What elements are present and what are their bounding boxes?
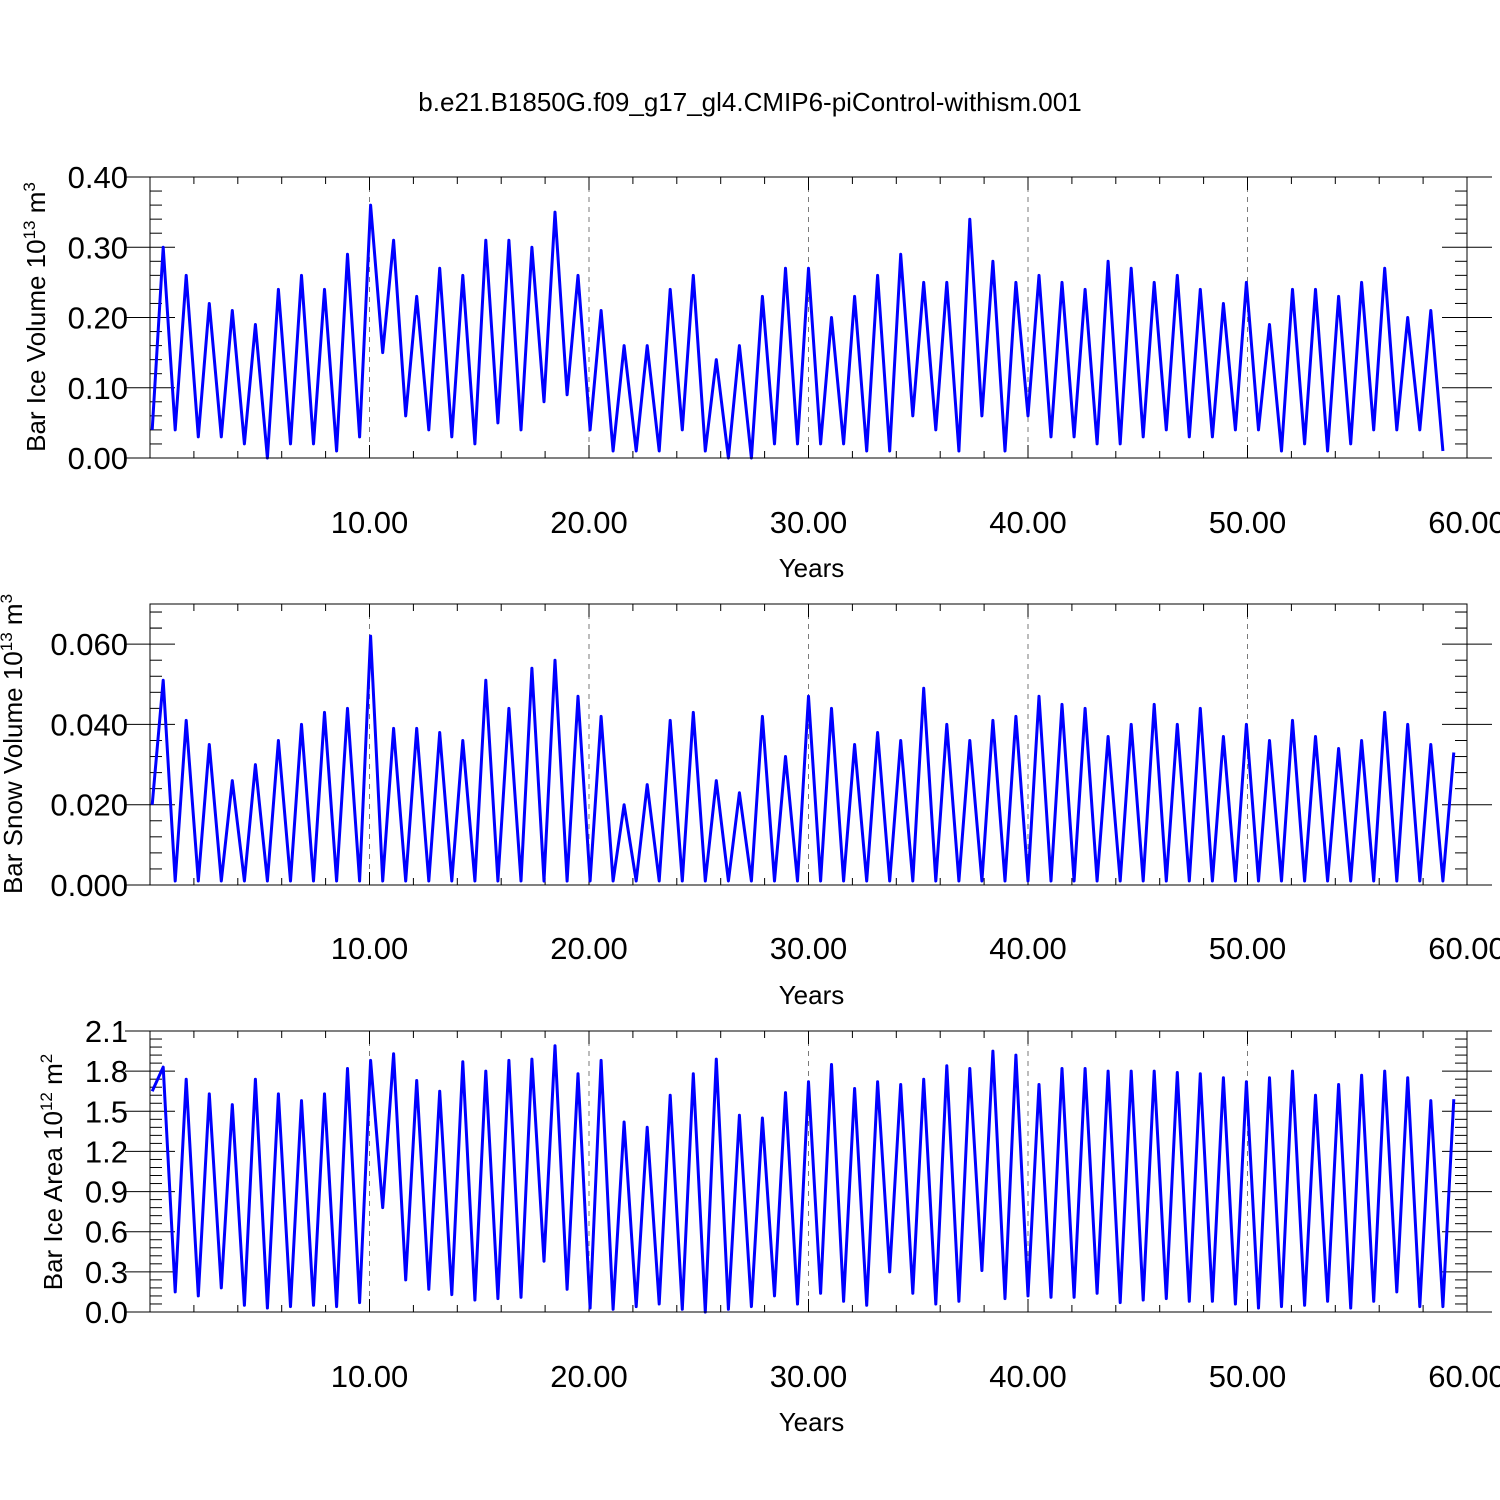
x-tick-label: 20.00 <box>550 931 628 966</box>
y-tick-label: 0.10 <box>68 371 128 406</box>
y-tick-label: 0.9 <box>85 1175 128 1210</box>
ice-volume-panel: 10.00 20.00 30.00 40.00 50.00 60.00 0.00 0.10 0.… <box>20 160 1500 583</box>
y-axis-title: Bar Snow Volume 1013 m3 <box>0 594 28 894</box>
series-line <box>150 1044 1456 1314</box>
x-axis-title: Years <box>779 1407 845 1437</box>
y-tick-label: 2.1 <box>85 1014 128 1049</box>
plot-frame <box>149 176 1468 459</box>
y-tick-label: 0.040 <box>50 707 128 742</box>
series-line <box>150 634 1456 883</box>
x-tick-label: 20.00 <box>550 505 628 540</box>
x-tick-label: 40.00 <box>989 1359 1067 1394</box>
x-tick-label: 40.00 <box>989 505 1067 540</box>
y-tick-label: 1.8 <box>85 1054 128 1089</box>
x-tick-label: 10.00 <box>331 931 409 966</box>
y-tick-label: 0.3 <box>85 1255 128 1290</box>
x-tick-label: 50.00 <box>1209 505 1287 540</box>
series-line <box>150 203 1445 460</box>
x-axis-title: Years <box>779 980 845 1010</box>
y-axis-title: Bar Ice Volume 1013 m3 <box>20 182 51 452</box>
x-tick-label: 10.00 <box>331 1359 409 1394</box>
x-tick-label: 10.00 <box>331 505 409 540</box>
plot-frame <box>149 1030 1468 1313</box>
x-tick-label: 30.00 <box>770 505 848 540</box>
y-tick-label: 0.30 <box>68 230 128 265</box>
x-tick-label: 60.00 <box>1428 931 1500 966</box>
x-axis-title: Years <box>779 553 845 583</box>
y-tick-label: 0.0 <box>85 1295 128 1330</box>
plot-frame <box>149 603 1468 886</box>
y-tick-label: 0.40 <box>68 160 128 195</box>
y-tick-label: 1.2 <box>85 1134 128 1169</box>
y-tick-label: 0.00 <box>68 441 128 476</box>
snow-volume-panel: 10.00 20.00 30.00 40.00 50.00 60.00 0.000 0.020… <box>0 594 1500 1010</box>
x-tick-label: 30.00 <box>770 931 848 966</box>
y-tick-label: 1.5 <box>85 1094 128 1129</box>
y-axis-title: Bar Ice Area 1012 m2 <box>37 1054 68 1291</box>
x-tick-label: 40.00 <box>989 931 1067 966</box>
x-tick-label: 60.00 <box>1428 1359 1500 1394</box>
y-tick-label: 0.060 <box>50 627 128 662</box>
x-tick-label: 50.00 <box>1209 1359 1287 1394</box>
chart-title: b.e21.B1850G.f09_g17_gl4.CMIP6-piControl… <box>418 87 1081 117</box>
x-tick-label: 60.00 <box>1428 505 1500 540</box>
x-tick-label: 20.00 <box>550 1359 628 1394</box>
y-tick-label: 0.000 <box>50 868 128 903</box>
ice-area-panel: 10.00 20.00 30.00 40.00 50.00 60.00 0.0 0.3 0.6 0… <box>37 1014 1500 1437</box>
y-tick-label: 0.020 <box>50 788 128 823</box>
y-tick-label: 0.20 <box>68 301 128 336</box>
x-tick-label: 30.00 <box>770 1359 848 1394</box>
x-tick-label: 50.00 <box>1209 931 1287 966</box>
y-tick-label: 0.6 <box>85 1215 128 1250</box>
